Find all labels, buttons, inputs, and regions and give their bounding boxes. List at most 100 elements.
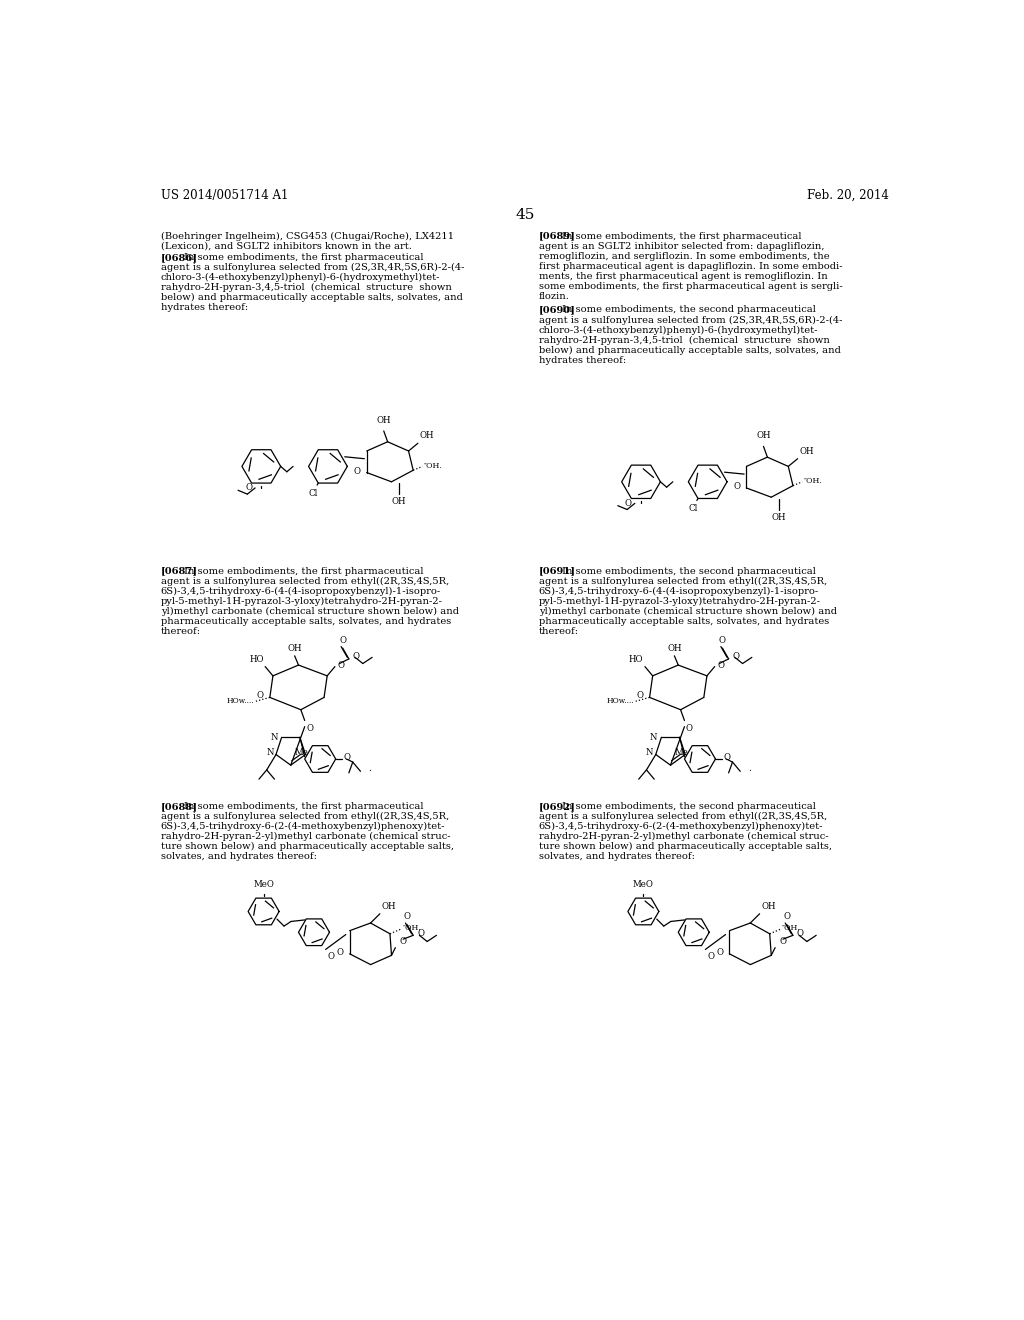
Text: rahydro-2H-pyran-2-yl)methyl carbonate (chemical struc-: rahydro-2H-pyran-2-yl)methyl carbonate (…	[539, 832, 828, 841]
Text: 45: 45	[515, 209, 535, 223]
Text: thereof:: thereof:	[539, 627, 579, 635]
Text: O: O	[245, 483, 252, 492]
Text: chloro-3-(4-ethoxybenzyl)phenyl)-6-(hydroxymethyl)tet-: chloro-3-(4-ethoxybenzyl)phenyl)-6-(hydr…	[161, 273, 440, 282]
Text: O: O	[719, 636, 726, 645]
Text: N: N	[266, 747, 273, 756]
Text: agent is a sulfonylurea selected from ethyl((2R,3S,4S,5R,: agent is a sulfonylurea selected from et…	[539, 577, 827, 586]
Text: hydrates thereof:: hydrates thereof:	[539, 355, 626, 364]
Text: MeO: MeO	[253, 880, 274, 890]
Text: [0689]: [0689]	[539, 231, 575, 240]
Text: yl)methyl carbonate (chemical structure shown below) and: yl)methyl carbonate (chemical structure …	[161, 607, 459, 615]
Text: O: O	[339, 636, 346, 645]
Text: O: O	[306, 725, 313, 734]
Text: O: O	[257, 692, 263, 701]
Text: OH: OH	[772, 512, 786, 521]
Text: In some embodiments, the second pharmaceutical: In some embodiments, the second pharmace…	[562, 566, 816, 576]
Text: [0688]: [0688]	[161, 803, 198, 810]
Text: O: O	[625, 499, 632, 508]
Text: rahydro-2H-pyran-2-yl)methyl carbonate (chemical struc-: rahydro-2H-pyran-2-yl)methyl carbonate (…	[161, 832, 451, 841]
Text: Me: Me	[675, 748, 688, 758]
Text: O: O	[717, 660, 724, 669]
Text: .: .	[749, 764, 751, 772]
Text: O: O	[732, 652, 739, 661]
Text: 6S)-3,4,5-trihydroxy-6-(2-(4-methoxybenzyl)phenoxy)tet-: 6S)-3,4,5-trihydroxy-6-(2-(4-methoxybenz…	[161, 822, 445, 832]
Text: agent is a sulfonylurea selected from ethyl((2R,3S,4S,5R,: agent is a sulfonylurea selected from et…	[161, 577, 449, 586]
Text: In some embodiments, the first pharmaceutical: In some embodiments, the first pharmaceu…	[183, 566, 423, 576]
Text: below) and pharmaceutically acceptable salts, solvates, and: below) and pharmaceutically acceptable s…	[161, 293, 463, 302]
Text: ture shown below) and pharmaceutically acceptable salts,: ture shown below) and pharmaceutically a…	[161, 842, 454, 851]
Text: [0692]: [0692]	[539, 803, 575, 810]
Text: .: .	[369, 764, 371, 772]
Text: pharmaceutically acceptable salts, solvates, and hydrates: pharmaceutically acceptable salts, solva…	[161, 616, 451, 626]
Text: [0687]: [0687]	[161, 566, 198, 576]
Text: O: O	[708, 952, 715, 961]
Text: Cl: Cl	[308, 488, 317, 498]
Text: 6S)-3,4,5-trihydroxy-6-(2-(4-methoxybenzyl)phenoxy)tet-: 6S)-3,4,5-trihydroxy-6-(2-(4-methoxybenz…	[539, 822, 823, 832]
Text: N: N	[650, 733, 657, 742]
Text: remogliflozin, and sergliflozin. In some embodiments, the: remogliflozin, and sergliflozin. In some…	[539, 252, 829, 260]
Text: hydrates thereof:: hydrates thereof:	[161, 304, 248, 312]
Text: O: O	[399, 937, 407, 946]
Text: pharmaceutically acceptable salts, solvates, and hydrates: pharmaceutically acceptable salts, solva…	[539, 616, 829, 626]
Text: yl)methyl carbonate (chemical structure shown below) and: yl)methyl carbonate (chemical structure …	[539, 607, 837, 615]
Text: [0690]: [0690]	[539, 305, 575, 314]
Text: In some embodiments, the first pharmaceutical: In some embodiments, the first pharmaceu…	[183, 803, 423, 810]
Text: Feb. 20, 2014: Feb. 20, 2014	[807, 189, 889, 202]
Text: O: O	[337, 660, 344, 669]
Text: OH: OH	[667, 644, 682, 653]
Text: [0686]: [0686]	[161, 253, 198, 263]
Text: OH: OH	[420, 432, 434, 441]
Text: In some embodiments, the second pharmaceutical: In some embodiments, the second pharmace…	[562, 305, 816, 314]
Text: O: O	[337, 948, 343, 957]
Text: Cl: Cl	[688, 504, 697, 513]
Text: OH: OH	[757, 432, 771, 441]
Text: ″OH.: ″OH.	[424, 462, 443, 470]
Text: OH: OH	[392, 498, 407, 506]
Text: agent is a sulfonylurea selected from ethyl((2R,3S,4S,5R,: agent is a sulfonylurea selected from et…	[539, 812, 827, 821]
Text: O: O	[328, 952, 335, 961]
Text: 6S)-3,4,5-trihydroxy-6-(4-(4-isopropoxybenzyl)-1-isopro-: 6S)-3,4,5-trihydroxy-6-(4-(4-isopropoxyb…	[539, 586, 819, 595]
Text: O: O	[733, 482, 740, 491]
Text: O: O	[779, 937, 786, 946]
Text: O: O	[783, 912, 791, 921]
Text: agent is a sulfonylurea selected from (2S,3R,4R,5S,6R)-2-(4-: agent is a sulfonylurea selected from (2…	[161, 263, 464, 272]
Text: [0691]: [0691]	[539, 566, 575, 576]
Text: HOw....: HOw....	[606, 697, 634, 705]
Text: ″OH.: ″OH.	[782, 924, 801, 932]
Text: below) and pharmaceutically acceptable salts, solvates, and: below) and pharmaceutically acceptable s…	[539, 346, 841, 355]
Text: N: N	[646, 747, 653, 756]
Text: (Boehringer Ingelheim), CSG453 (Chugai/Roche), LX4211: (Boehringer Ingelheim), CSG453 (Chugai/R…	[161, 231, 454, 240]
Text: OH: OH	[288, 644, 302, 653]
Text: O: O	[686, 725, 693, 734]
Text: 6S)-3,4,5-trihydroxy-6-(4-(4-isopropoxybenzyl)-1-isopro-: 6S)-3,4,5-trihydroxy-6-(4-(4-isopropoxyb…	[161, 586, 440, 595]
Text: OH: OH	[377, 416, 391, 425]
Text: HO: HO	[629, 655, 643, 664]
Text: OH: OH	[761, 902, 775, 911]
Text: O: O	[723, 752, 730, 762]
Text: O: O	[403, 912, 411, 921]
Text: (Lexicon), and SGLT2 inhibitors known in the art.: (Lexicon), and SGLT2 inhibitors known in…	[161, 242, 412, 251]
Text: O: O	[716, 948, 723, 957]
Text: MeO: MeO	[633, 880, 653, 890]
Text: In some embodiments, the second pharmaceutical: In some embodiments, the second pharmace…	[562, 803, 816, 810]
Text: HO: HO	[249, 655, 263, 664]
Text: agent is an SGLT2 inhibitor selected from: dapagliflozin,: agent is an SGLT2 inhibitor selected fro…	[539, 242, 824, 251]
Text: agent is a sulfonylurea selected from (2S,3R,4R,5S,6R)-2-(4-: agent is a sulfonylurea selected from (2…	[539, 315, 843, 325]
Text: ″OH.: ″OH.	[402, 924, 421, 932]
Text: O: O	[343, 752, 350, 762]
Text: some embodiments, the first pharmaceutical agent is sergli-: some embodiments, the first pharmaceutic…	[539, 281, 843, 290]
Text: Me: Me	[295, 748, 308, 758]
Text: chloro-3-(4-ethoxybenzyl)phenyl)-6-(hydroxymethyl)tet-: chloro-3-(4-ethoxybenzyl)phenyl)-6-(hydr…	[539, 326, 818, 334]
Text: ture shown below) and pharmaceutically acceptable salts,: ture shown below) and pharmaceutically a…	[539, 842, 831, 851]
Text: ″OH.: ″OH.	[804, 477, 822, 484]
Text: thereof:: thereof:	[161, 627, 201, 635]
Text: HOw....: HOw....	[226, 697, 254, 705]
Text: US 2014/0051714 A1: US 2014/0051714 A1	[161, 189, 288, 202]
Text: pyl-5-methyl-1H-pyrazol-3-yloxy)tetrahydro-2H-pyran-2-: pyl-5-methyl-1H-pyrazol-3-yloxy)tetrahyd…	[161, 597, 442, 606]
Text: solvates, and hydrates thereof:: solvates, and hydrates thereof:	[539, 853, 694, 861]
Text: OH: OH	[381, 902, 396, 911]
Text: solvates, and hydrates thereof:: solvates, and hydrates thereof:	[161, 853, 316, 861]
Text: pyl-5-methyl-1H-pyrazol-3-yloxy)tetrahydro-2H-pyran-2-: pyl-5-methyl-1H-pyrazol-3-yloxy)tetrahyd…	[539, 597, 821, 606]
Text: N: N	[270, 733, 278, 742]
Text: In some embodiments, the first pharmaceutical: In some embodiments, the first pharmaceu…	[183, 253, 423, 263]
